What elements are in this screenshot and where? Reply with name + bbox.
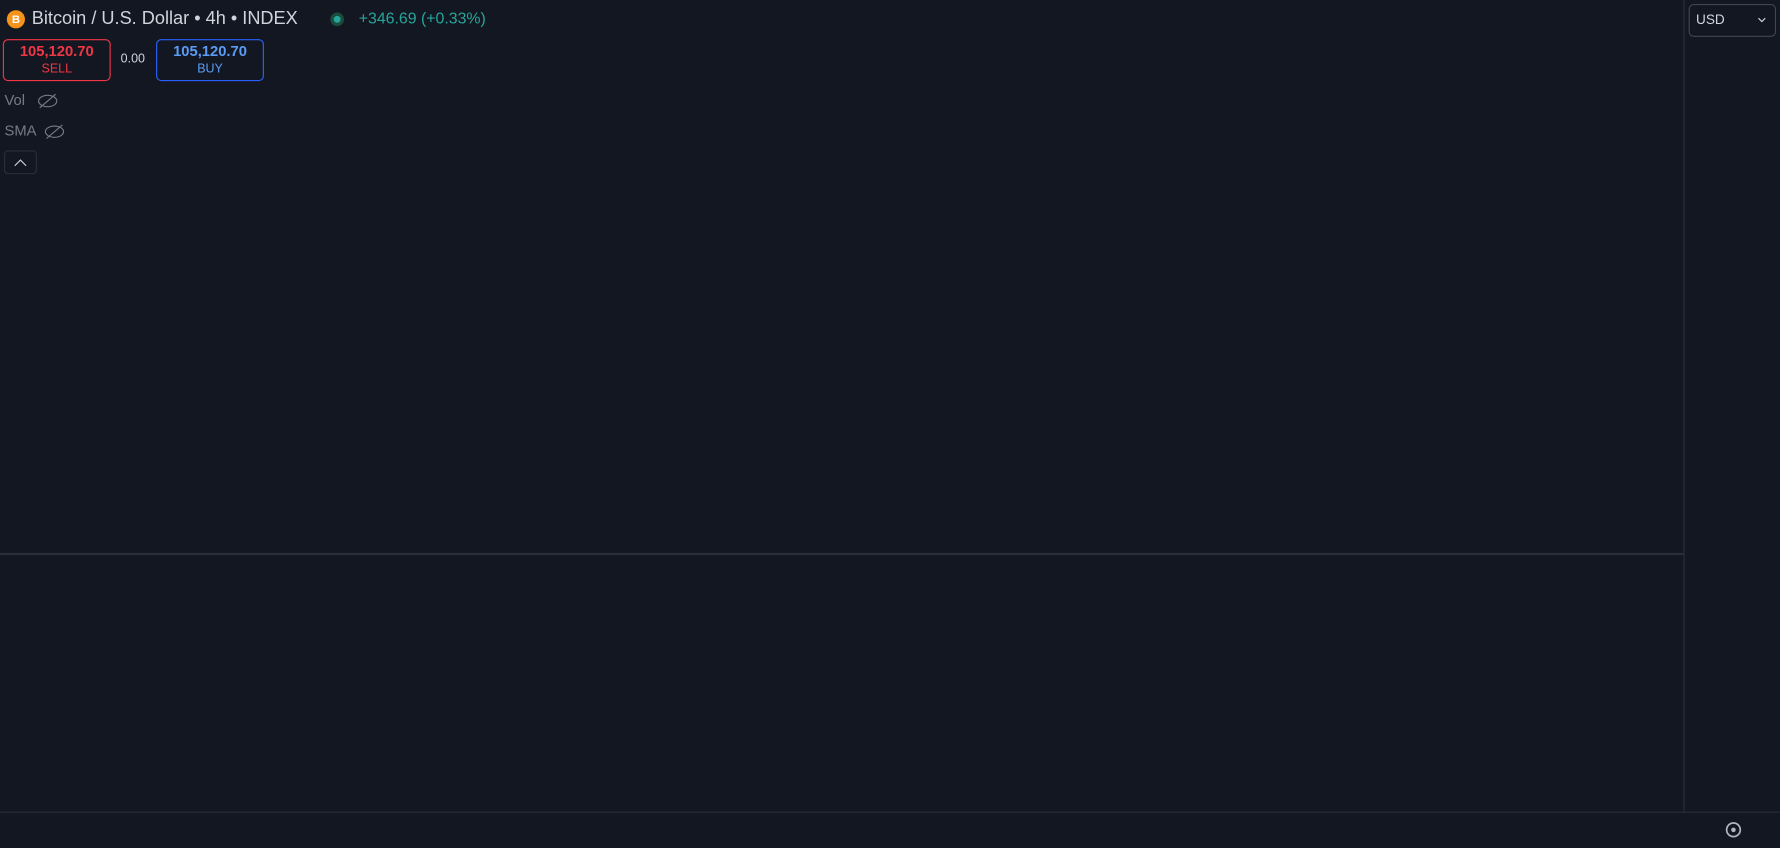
indicator-sma[interactable]: SMA	[5, 124, 37, 140]
collapse-button[interactable]	[3, 150, 37, 175]
symbol-title[interactable]: Bitcoin / U.S. Dollar • 4h • INDEX	[32, 8, 298, 28]
chevron-up	[14, 159, 27, 167]
price-change: +346.69 (+0.33%)	[359, 11, 486, 28]
hide-icon-slash	[39, 93, 56, 109]
chevron-down	[1758, 17, 1766, 23]
settings-icon[interactable]	[1725, 822, 1742, 838]
hide-icon-slash	[46, 124, 63, 139]
buy-price: 105,120.70	[173, 44, 247, 60]
spread: 0.00	[121, 51, 145, 65]
currency-label: USD	[1696, 12, 1725, 27]
sell-label: SELL	[42, 62, 73, 76]
buy-button[interactable]	[156, 39, 264, 82]
sell-price: 105,120.70	[20, 44, 94, 60]
btc-symbol: B	[12, 14, 20, 26]
status-dot	[333, 15, 341, 23]
buy-label: BUY	[197, 62, 223, 76]
currency-select[interactable]	[1688, 3, 1777, 37]
hide-icon[interactable]	[38, 94, 58, 108]
hide-icon[interactable]	[44, 125, 65, 138]
btc-icon	[6, 10, 25, 29]
settings-icon-center	[1731, 827, 1736, 833]
indicator-vol[interactable]: Vol	[5, 93, 26, 109]
sell-button[interactable]	[2, 39, 111, 82]
